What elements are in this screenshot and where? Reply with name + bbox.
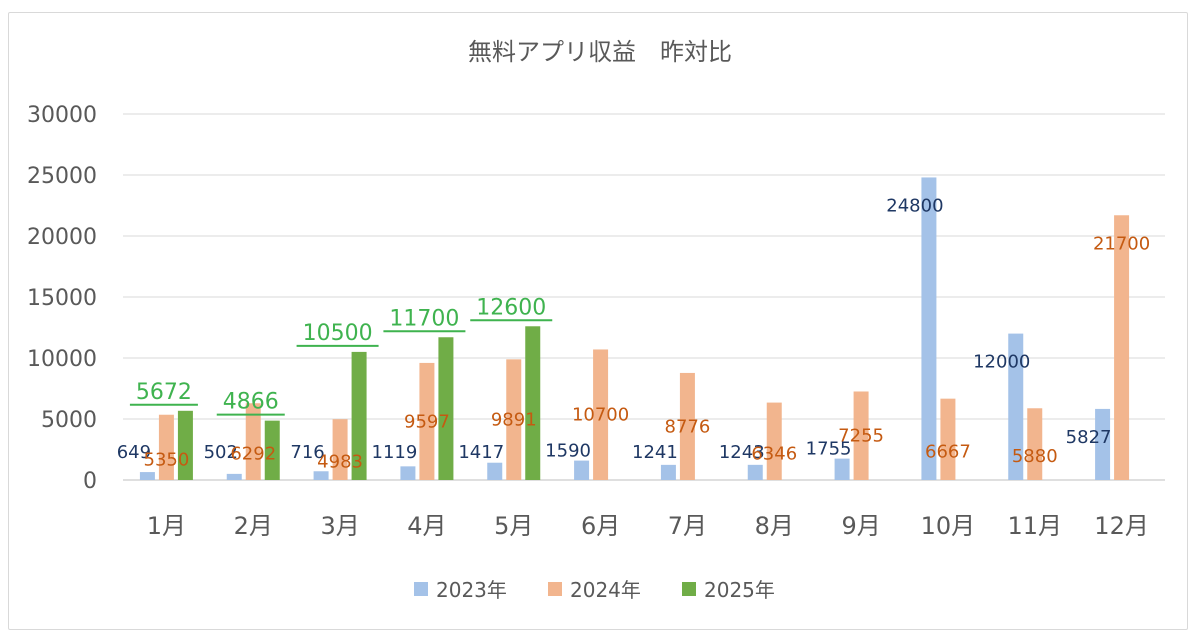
data-label: 1755 xyxy=(806,439,852,460)
data-label: 649 xyxy=(117,442,151,463)
x-tick-label: 4月 xyxy=(407,512,446,540)
bar-3 xyxy=(525,326,541,480)
bar-1 xyxy=(574,460,590,480)
bar-1 xyxy=(400,466,416,480)
x-tick-label: 10月 xyxy=(921,512,976,540)
bar-2 xyxy=(679,372,695,480)
x-tick-label: 9月 xyxy=(841,512,880,540)
data-label: 12000 xyxy=(973,352,1030,373)
data-label: 1417 xyxy=(458,442,504,463)
data-label: 5827 xyxy=(1066,427,1112,448)
bar-2 xyxy=(158,414,174,480)
data-label: 5350 xyxy=(144,449,190,470)
y-tick-label: 20000 xyxy=(27,225,97,250)
y-tick-label: 25000 xyxy=(27,164,97,189)
legend-entry: 2024年 xyxy=(570,578,641,602)
data-label: 12600 xyxy=(476,295,546,320)
data-label: 1590 xyxy=(545,441,591,462)
bar-1 xyxy=(226,473,242,480)
bar-1 xyxy=(313,471,329,480)
data-label: 5880 xyxy=(1012,446,1058,467)
chart-title: 無料アプリ収益 昨対比 xyxy=(468,38,732,66)
data-label: 10500 xyxy=(303,321,373,346)
data-label: 4983 xyxy=(317,452,363,473)
bar-1 xyxy=(834,458,850,480)
bar-1 xyxy=(747,464,763,480)
data-label: 9891 xyxy=(491,410,537,431)
data-label: 7255 xyxy=(838,426,884,447)
data-label: 24800 xyxy=(886,195,943,216)
bars xyxy=(139,177,1130,480)
y-tick-label: 15000 xyxy=(27,286,97,311)
y-tick-label: 0 xyxy=(83,469,97,494)
chart-frame xyxy=(8,12,1188,630)
data-label: 11700 xyxy=(389,306,459,331)
data-label: 6292 xyxy=(230,444,276,465)
x-tick-label: 12月 xyxy=(1094,512,1149,540)
data-label: 9597 xyxy=(404,411,450,432)
legend-swatch xyxy=(414,582,428,596)
x-tick-label: 7月 xyxy=(668,512,707,540)
x-tick-label: 2月 xyxy=(234,512,273,540)
grid xyxy=(123,113,1165,481)
legend-swatch xyxy=(682,582,696,596)
data-label: 6346 xyxy=(751,443,797,464)
bar-3 xyxy=(438,337,454,480)
data-label: 716 xyxy=(290,442,324,463)
data-label: 6667 xyxy=(925,441,971,462)
data-label: 4866 xyxy=(223,390,279,415)
data-label: 1119 xyxy=(372,442,418,463)
bar-2 xyxy=(1114,215,1130,480)
data-label: 1243 xyxy=(719,442,765,463)
bar-2 xyxy=(332,419,348,480)
legend-swatch xyxy=(548,582,562,596)
x-tick-label: 3月 xyxy=(320,512,359,540)
bar-2 xyxy=(245,403,261,480)
bar-2 xyxy=(1027,408,1043,480)
bar-1 xyxy=(487,462,503,480)
bar-2 xyxy=(506,359,522,480)
data-label: 10700 xyxy=(572,405,629,426)
bar-3 xyxy=(177,410,193,480)
bar-1 xyxy=(921,177,937,480)
bar-2 xyxy=(593,349,609,480)
bar-2 xyxy=(766,402,782,480)
x-tick-label: 8月 xyxy=(755,512,794,540)
data-label: 5672 xyxy=(136,380,192,405)
legend-entry: 2025年 xyxy=(704,578,775,602)
x-tick-label: 1月 xyxy=(147,512,186,540)
bar-3 xyxy=(264,420,280,480)
bar-2 xyxy=(853,391,869,480)
legend: 2023年 2024年 2025年 xyxy=(414,578,775,602)
y-tick-label: 30000 xyxy=(27,103,97,128)
y-axis: 0 5000 10000 15000 20000 25000 30000 xyxy=(27,103,97,494)
x-axis: 1月 2月 3月 4月 5月 6月 7月 8月 9月 10月 11月 12月 xyxy=(147,512,1149,540)
data-label: 8776 xyxy=(665,416,711,437)
data-label: 21700 xyxy=(1093,233,1150,254)
data-label: 502 xyxy=(204,442,238,463)
bar-2 xyxy=(419,362,435,480)
y-tick-label: 5000 xyxy=(41,408,97,433)
x-tick-label: 11月 xyxy=(1007,512,1062,540)
x-tick-label: 5月 xyxy=(494,512,533,540)
bar-1 xyxy=(1008,333,1024,480)
bar-2 xyxy=(940,398,956,480)
bar-3 xyxy=(351,351,367,480)
legend-entry: 2023年 xyxy=(436,578,507,602)
bar-1 xyxy=(1095,408,1111,480)
bar-1 xyxy=(139,472,155,480)
y-tick-label: 10000 xyxy=(27,347,97,372)
bar-1 xyxy=(660,464,676,480)
data-label: 1241 xyxy=(632,442,678,463)
x-tick-label: 6月 xyxy=(581,512,620,540)
